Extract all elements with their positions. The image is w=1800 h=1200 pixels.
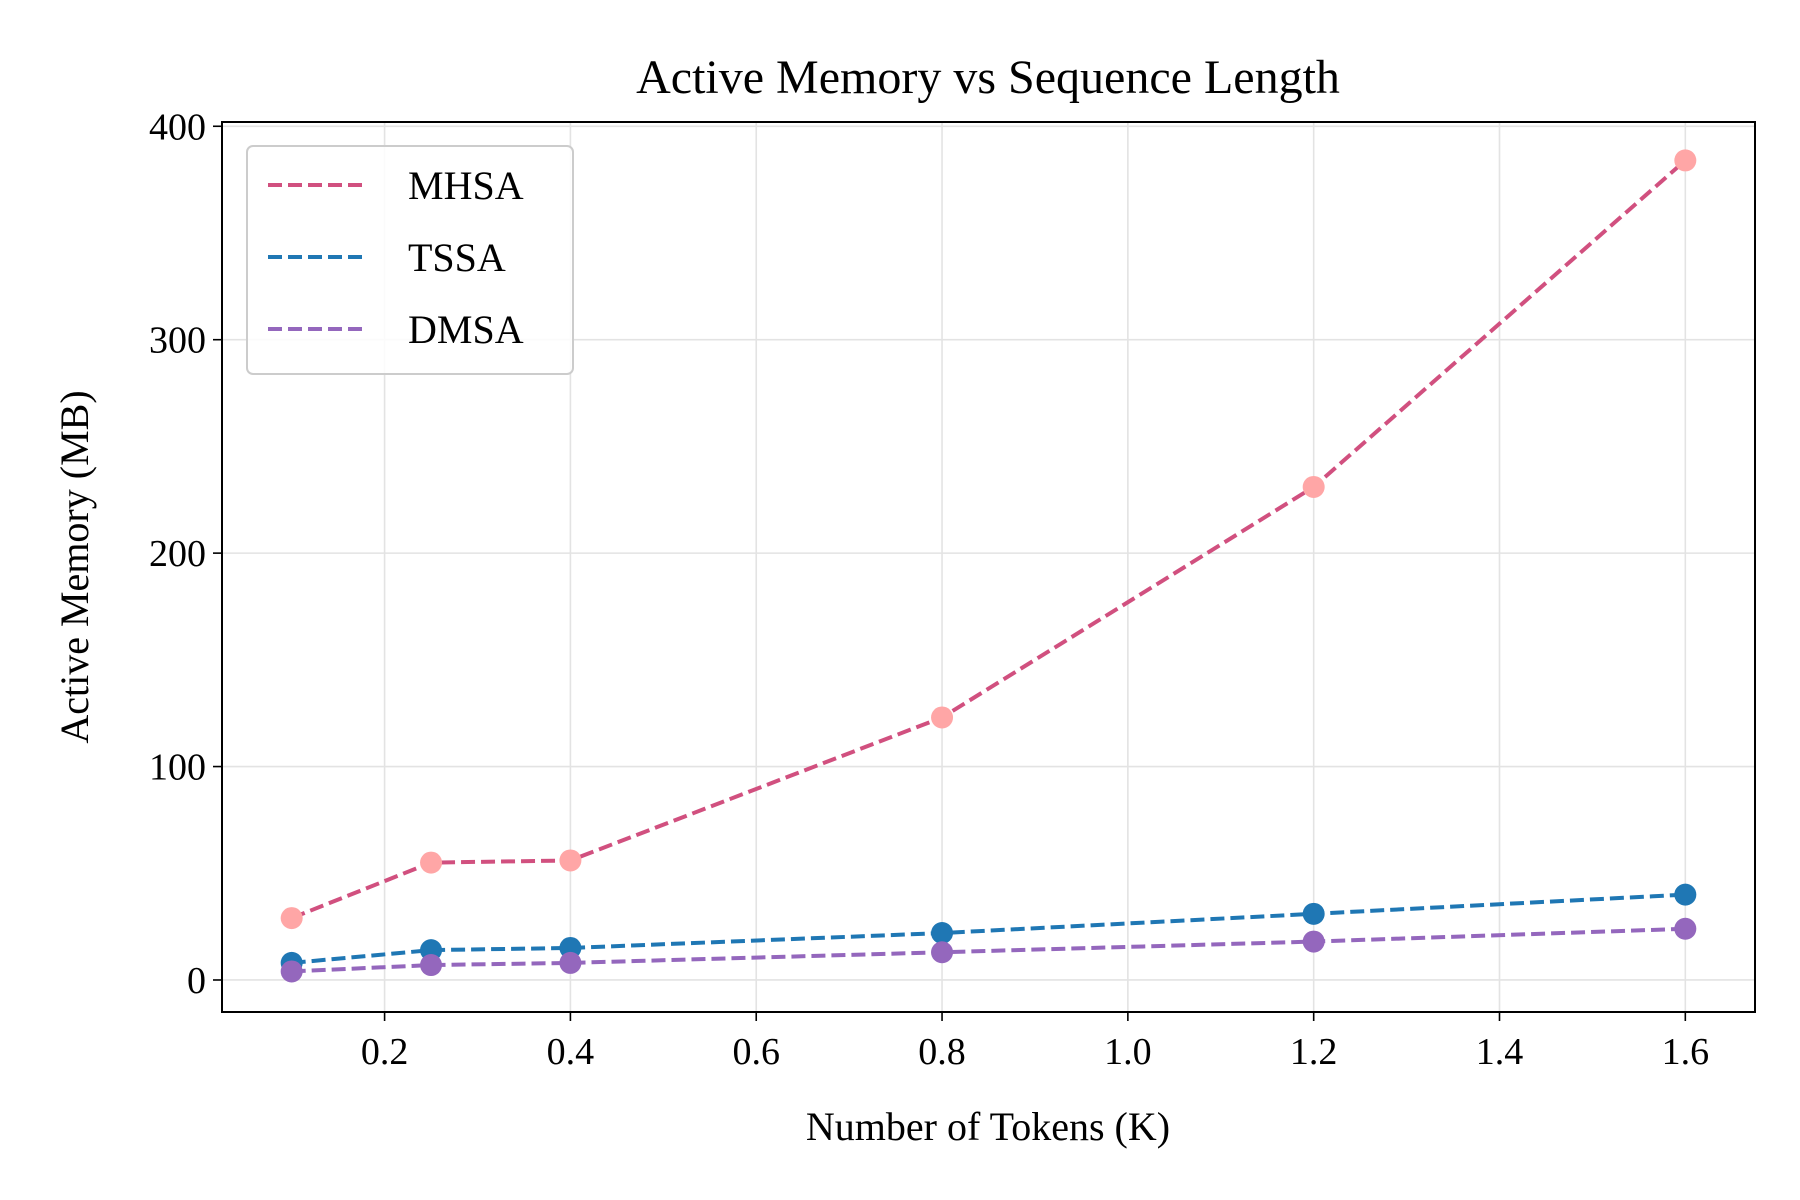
series-dmsa xyxy=(280,917,1697,983)
chart-title: Active Memory vs Sequence Length xyxy=(636,51,1340,104)
series-mhsa xyxy=(280,149,1697,930)
x-tick-label: 0.2 xyxy=(361,1031,409,1073)
y-tick-label: 0 xyxy=(187,960,206,1002)
data-point-dmsa xyxy=(1302,930,1325,953)
data-point-mhsa xyxy=(420,851,443,874)
data-point-mhsa xyxy=(280,907,303,930)
data-point-dmsa xyxy=(1674,917,1697,940)
x-axis-title: Number of Tokens (K) xyxy=(806,1104,1170,1149)
legend-label-tssa: TSSA xyxy=(408,235,506,280)
legend-item-tssa: TSSA xyxy=(268,235,506,280)
legend-item-mhsa: MHSA xyxy=(268,163,524,208)
x-tick-label: 0.8 xyxy=(918,1031,966,1073)
data-point-mhsa xyxy=(559,849,582,872)
series-layer xyxy=(280,149,1697,983)
data-point-dmsa xyxy=(559,951,582,974)
x-tick-label: 1.6 xyxy=(1662,1031,1710,1073)
plot-frame xyxy=(221,121,1756,1013)
y-axis: 0 100 200 300 400 xyxy=(149,106,222,1002)
y-tick-label: 200 xyxy=(149,533,206,575)
x-tick-label: 1.2 xyxy=(1290,1031,1338,1073)
legend: MHSA TSSA DMSA xyxy=(246,145,574,375)
grid xyxy=(222,122,1755,1012)
x-tick-label: 1.4 xyxy=(1476,1031,1524,1073)
data-point-dmsa xyxy=(280,960,303,983)
x-tick-label: 0.4 xyxy=(547,1031,595,1073)
data-point-tssa xyxy=(1302,902,1325,925)
data-point-dmsa xyxy=(420,954,443,977)
x-axis: 0.2 0.4 0.6 0.8 1.0 1.2 1.4 1.6 xyxy=(361,1012,1709,1073)
data-point-mhsa xyxy=(1302,475,1325,498)
legend-item-dmsa: DMSA xyxy=(268,307,524,352)
y-tick-label: 300 xyxy=(149,320,206,362)
legend-box xyxy=(246,145,574,375)
x-tick-label: 0.6 xyxy=(732,1031,780,1073)
data-point-mhsa xyxy=(1674,149,1697,172)
x-tick-label: 1.0 xyxy=(1104,1031,1152,1073)
legend-label-mhsa: MHSA xyxy=(408,163,524,208)
y-axis-title: Active Memory (MB) xyxy=(52,390,97,743)
series-line-dmsa xyxy=(291,926,1686,974)
data-point-mhsa xyxy=(931,706,954,729)
series-line-tssa xyxy=(291,892,1686,965)
data-point-tssa xyxy=(1674,883,1697,906)
legend-label-dmsa: DMSA xyxy=(408,307,524,352)
y-tick-label: 400 xyxy=(149,106,206,148)
series-line-mhsa xyxy=(290,158,1687,920)
data-point-tssa xyxy=(931,922,954,945)
data-point-dmsa xyxy=(931,941,954,964)
y-tick-label: 100 xyxy=(149,747,206,789)
